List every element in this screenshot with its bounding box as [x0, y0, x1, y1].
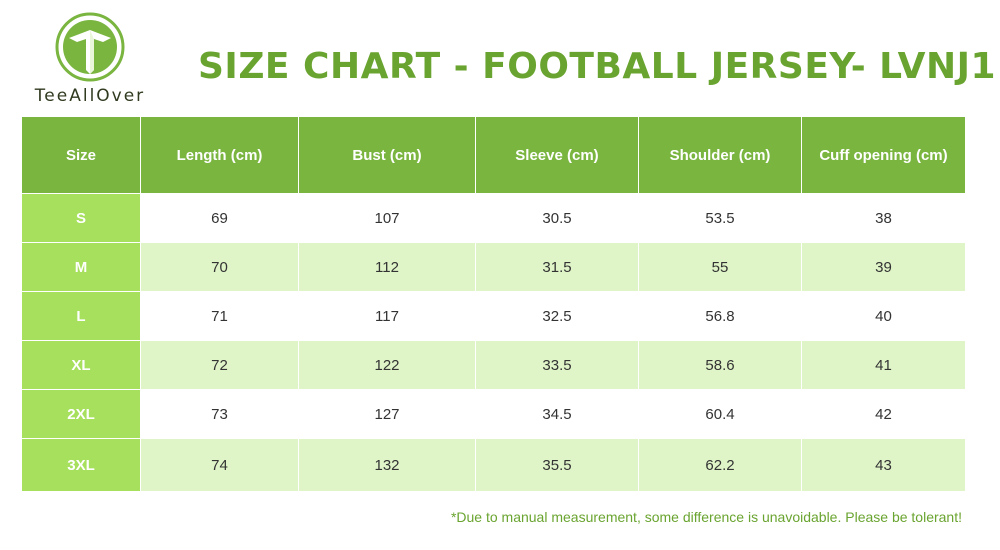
table-cell: 132 [298, 438, 476, 492]
table-row: S 69 107 30.5 53.5 38 [21, 193, 966, 243]
brand-logo: TeeAllOver [20, 10, 160, 106]
column-header: Bust (cm) [298, 116, 476, 194]
table-cell: 122 [298, 340, 476, 390]
table-cell: 38 [801, 193, 966, 243]
column-header: Cuff opening (cm) [801, 116, 966, 194]
table-cell: 39 [801, 242, 966, 292]
table-row: XL 72 122 33.5 58.6 41 [21, 340, 966, 390]
table-cell: 72 [140, 340, 299, 390]
table-row: L 71 117 32.5 56.8 40 [21, 291, 966, 341]
table-cell: 71 [140, 291, 299, 341]
column-header: Shoulder (cm) [638, 116, 802, 194]
table-row: 3XL 74 132 35.5 62.2 43 [21, 438, 966, 492]
table-cell: 40 [801, 291, 966, 341]
table-cell: 112 [298, 242, 476, 292]
measurement-note: *Due to manual measurement, some differe… [450, 509, 962, 525]
table-cell: 58.6 [638, 340, 802, 390]
table-cell: 41 [801, 340, 966, 390]
table-row: M 70 112 31.5 55 39 [21, 242, 966, 292]
table-row: 2XL 73 127 34.5 60.4 42 [21, 389, 966, 439]
table-cell: 70 [140, 242, 299, 292]
size-cell: 2XL [21, 389, 141, 439]
table-header-row: Size Length (cm) Bust (cm) Sleeve (cm) S… [21, 116, 966, 194]
table-cell: 30.5 [475, 193, 639, 243]
table-cell: 73 [140, 389, 299, 439]
column-header: Sleeve (cm) [475, 116, 639, 194]
table-cell: 74 [140, 438, 299, 492]
size-cell: L [21, 291, 141, 341]
size-cell: 3XL [21, 438, 141, 492]
size-cell: XL [21, 340, 141, 390]
tee-arrow-logo-icon [55, 12, 125, 82]
table-cell: 107 [298, 193, 476, 243]
table-cell: 56.8 [638, 291, 802, 341]
table-cell: 55 [638, 242, 802, 292]
table-cell: 32.5 [475, 291, 639, 341]
table-cell: 33.5 [475, 340, 639, 390]
table-cell: 127 [298, 389, 476, 439]
column-header: Length (cm) [140, 116, 299, 194]
table-cell: 42 [801, 389, 966, 439]
size-cell: M [21, 242, 141, 292]
size-chart-table: Size Length (cm) Bust (cm) Sleeve (cm) S… [21, 116, 966, 492]
table-cell: 53.5 [638, 193, 802, 243]
page-title: SIZE CHART - FOOTBALL JERSEY- LVNJ1 [198, 46, 997, 87]
column-header: Size [21, 116, 141, 194]
table-cell: 35.5 [475, 438, 639, 492]
table-cell: 117 [298, 291, 476, 341]
size-cell: S [21, 193, 141, 243]
table-cell: 34.5 [475, 389, 639, 439]
table-cell: 43 [801, 438, 966, 492]
table-cell: 62.2 [638, 438, 802, 492]
table-cell: 31.5 [475, 242, 639, 292]
table-cell: 69 [140, 193, 299, 243]
table-cell: 60.4 [638, 389, 802, 439]
brand-name: TeeAllOver [34, 86, 146, 106]
